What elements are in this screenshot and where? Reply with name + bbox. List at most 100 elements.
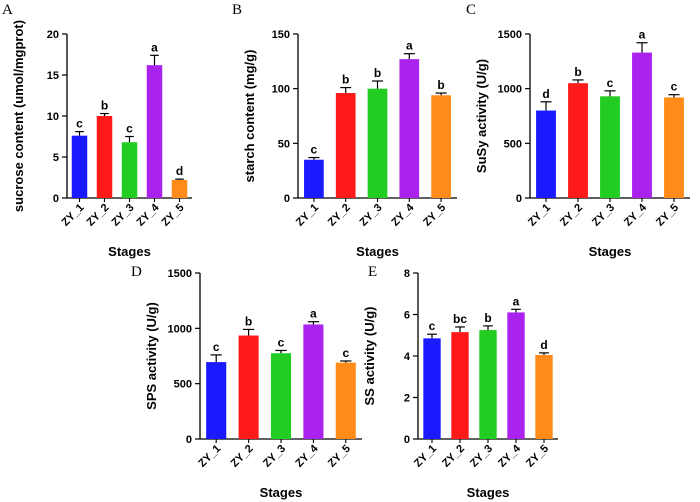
x-axis-title: Stages <box>108 244 151 259</box>
significance-letter: a <box>151 40 158 54</box>
x-axis-title: Stages <box>356 244 399 259</box>
panel-letter: E <box>368 264 377 280</box>
significance-letter: bc <box>453 312 467 326</box>
bar-zy-1 <box>304 159 324 198</box>
x-tick-label: ZY_2 <box>326 202 353 229</box>
bar-zy-2 <box>238 335 259 439</box>
significance-letter: b <box>245 314 252 328</box>
y-tick-label: 0 <box>53 193 59 205</box>
y-tick-label: 8 <box>404 268 410 280</box>
significance-letter: b <box>374 66 381 80</box>
x-tick-label: ZY_2 <box>85 202 112 229</box>
y-tick-label: 10 <box>47 111 59 123</box>
y-tick-label: 2 <box>404 393 410 405</box>
x-axis-title: Stages <box>467 485 510 500</box>
x-tick-label: ZY_5 <box>326 443 353 470</box>
x-tick-label: ZY_5 <box>421 202 448 229</box>
bar-zy-5 <box>664 97 684 198</box>
significance-letter: c <box>671 80 678 94</box>
x-tick-label: ZY_3 <box>590 202 617 229</box>
y-tick-label: 500 <box>504 138 522 150</box>
x-tick-label: ZY_4 <box>293 442 321 470</box>
panel-letter: D <box>131 264 142 280</box>
x-tick-label: ZY_1 <box>412 443 439 470</box>
significance-letter: d <box>542 87 549 101</box>
y-tick-label: 0 <box>516 193 522 205</box>
panel-e: E 0 2 4 6 8 c ZY_1 bc ZY_2 b ZY_3 a ZY_4 d ZY_5 Stages SS… <box>362 264 558 500</box>
y-tick-label: 15 <box>47 70 59 82</box>
x-tick-label: ZY_4 <box>496 442 524 470</box>
bar-zy-1 <box>423 338 441 439</box>
x-axis-title: Stages <box>260 485 303 500</box>
y-tick-label: 20 <box>47 29 59 41</box>
bar-zy-4 <box>399 59 420 198</box>
panel-a: A 0 5 10 15 20 c ZY_1 b ZY_2 c ZY_3 a ZY_4 d ZY_5 Stages… <box>2 2 192 259</box>
bar-zy-1 <box>206 362 227 439</box>
significance-letter: c <box>213 340 220 354</box>
significance-letter: a <box>406 39 413 53</box>
y-tick-label: 1500 <box>498 29 522 41</box>
significance-letter: b <box>101 99 108 113</box>
y-tick-label: 1000 <box>168 323 192 335</box>
y-axis-title: SS activity (U/g) <box>362 307 377 406</box>
bar-zy-2 <box>335 93 356 198</box>
x-tick-label: ZY_2 <box>440 443 467 470</box>
panel-b: B 0 50 100 150 c ZY_1 b ZY_2 b ZY_3 a ZY_4 b ZY_5 Stage… <box>232 2 457 259</box>
y-tick-label: 0 <box>186 434 192 446</box>
significance-letter: d <box>540 338 547 352</box>
significance-letter: b <box>574 65 581 79</box>
y-axis-title: SuSy activity (U/g) <box>474 59 489 173</box>
panel-letter: A <box>2 2 13 18</box>
x-tick-label: ZY_4 <box>135 201 163 229</box>
bar-zy-3 <box>600 96 620 198</box>
panel-letter: B <box>232 2 242 18</box>
x-tick-label: ZY_5 <box>654 202 681 229</box>
y-tick-label: 1500 <box>168 268 192 280</box>
bar-zy-2 <box>451 332 469 439</box>
x-axis-title: Stages <box>589 244 632 259</box>
panel-letter: C <box>466 2 476 18</box>
y-axis-title: sucrose content (umol/mgprot) <box>11 20 26 212</box>
significance-letter: c <box>76 117 83 131</box>
y-tick-label: 100 <box>272 84 290 96</box>
significance-letter: b <box>437 78 444 92</box>
bar-zy-4 <box>303 324 324 439</box>
significance-letter: c <box>342 346 349 360</box>
x-tick-label: ZY_2 <box>229 443 256 470</box>
panel-c: C 0 500 1000 1500 d ZY_1 b ZY_2 c ZY_3 a ZY_4 c ZY_5 St… <box>466 2 690 259</box>
bar-zy-4 <box>632 52 652 198</box>
y-tick-label: 150 <box>272 29 290 41</box>
y-tick-label: 5 <box>53 152 59 164</box>
significance-letter: c <box>278 335 285 349</box>
x-tick-label: ZY_3 <box>468 443 495 470</box>
x-tick-label: ZY_5 <box>160 202 187 229</box>
y-tick-label: 500 <box>174 379 192 391</box>
bar-zy-5 <box>335 362 356 439</box>
x-tick-label: ZY_1 <box>60 202 87 229</box>
significance-letter: b <box>342 73 349 87</box>
significance-letter: c <box>311 143 318 157</box>
bar-zy-3 <box>121 142 138 198</box>
significance-letter: c <box>126 122 133 136</box>
y-tick-label: 6 <box>404 310 410 322</box>
significance-letter: c <box>607 76 614 90</box>
y-tick-label: 1000 <box>498 84 522 96</box>
x-tick-label: ZY_3 <box>261 443 288 470</box>
y-tick-label: 4 <box>404 351 411 363</box>
bar-zy-5 <box>431 95 451 198</box>
significance-letter: a <box>639 28 646 42</box>
significance-letter: d <box>176 164 183 178</box>
bar-zy-2 <box>568 83 588 198</box>
y-tick-label: 0 <box>284 193 290 205</box>
significance-letter: b <box>484 311 491 325</box>
y-axis-title: starch content (mg/g) <box>242 50 257 183</box>
x-tick-label: ZY_2 <box>558 202 585 229</box>
panel-d: D 0 500 1000 1500 c ZY_1 b ZY_2 c ZY_3 a ZY_4 c ZY_5 St… <box>131 264 362 500</box>
bar-zy-3 <box>270 353 292 439</box>
bar-zy-4 <box>146 65 163 198</box>
bar-zy-3 <box>367 88 388 198</box>
bar-zy-5 <box>535 354 553 439</box>
significance-letter: a <box>310 307 317 321</box>
x-tick-label: ZY_1 <box>196 443 223 470</box>
